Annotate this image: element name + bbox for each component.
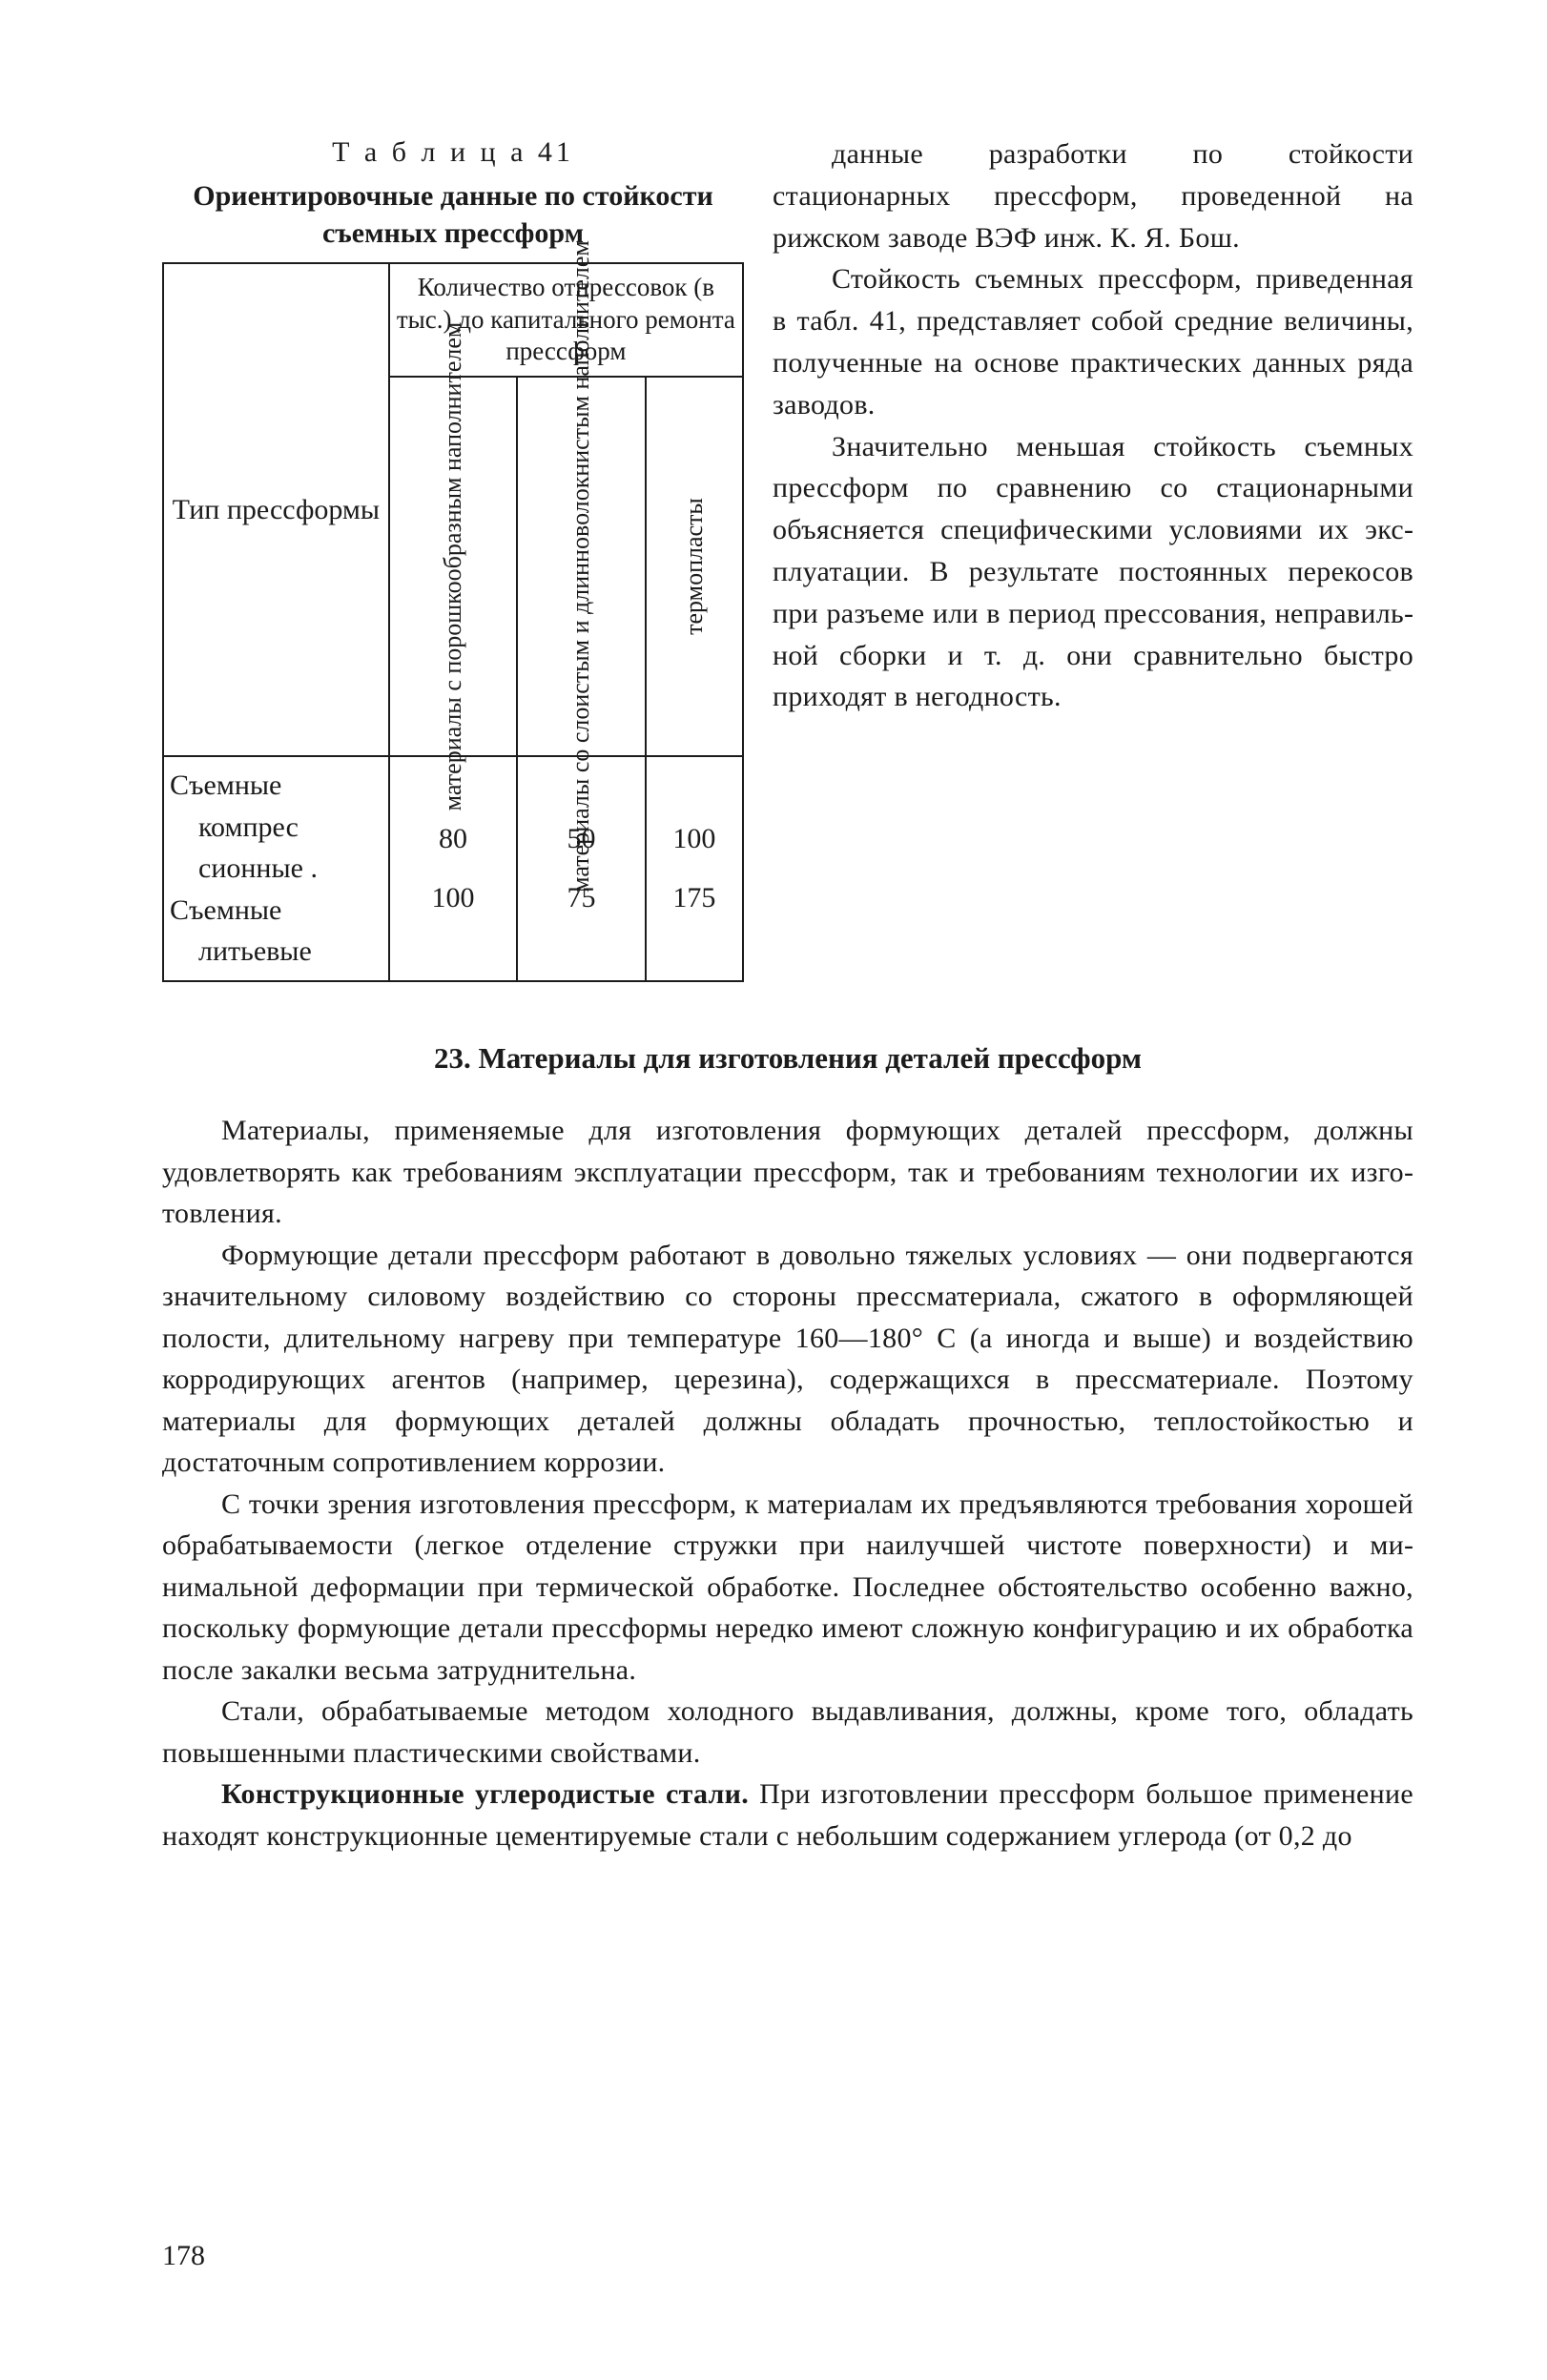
paragraph: Материалы, применяемые для изготовления … — [162, 1110, 1413, 1235]
body-text: Материалы, применяемые для изготовления … — [162, 1110, 1413, 1857]
section-heading: 23. Материалы для изготовления деталей п… — [162, 1039, 1413, 1078]
paragraph: Стойкость съемных прессформ, приведенная… — [773, 258, 1413, 425]
table-rowhead: Съемные компрес­ сионные . Съемные литье… — [163, 756, 389, 981]
table-41: Тип прессформы Количество отпрес­совок (… — [162, 262, 744, 982]
page-number: 178 — [162, 2237, 205, 2275]
paragraph: С точки зрения изготовления прессформ, к… — [162, 1484, 1413, 1692]
paragraph: Стали, обрабатываемые методом холодного … — [162, 1691, 1413, 1774]
paragraph: данные разработки по стойкости стационар… — [773, 133, 1413, 258]
table-col-header-1: материалы с порошкообразным наполнителем — [389, 377, 518, 756]
paragraph: Конструкционные углеродистые стали. При … — [162, 1774, 1413, 1857]
table-title: Ориентировочные данные по стойкости съем… — [162, 177, 744, 253]
paragraph: Формующие детали прессформ работают в до… — [162, 1235, 1413, 1484]
table-cell: 100 175 — [646, 756, 743, 981]
table-row-label-header: Тип прессформы — [163, 263, 389, 756]
table-col-header-2: материалы со сло­истым и длинно­волокнис… — [517, 377, 646, 756]
table-41-block: Т а б л и ц а 41 Ориентировочные данные … — [162, 133, 744, 982]
table-number: Т а б л и ц а 41 — [162, 133, 744, 172]
table-col-header-3: термопласты — [646, 377, 743, 756]
paragraph: Значительно меньшая стойкость съемных пр… — [773, 426, 1413, 719]
right-column-text: данные разработки по стойкости стационар… — [773, 133, 1413, 718]
